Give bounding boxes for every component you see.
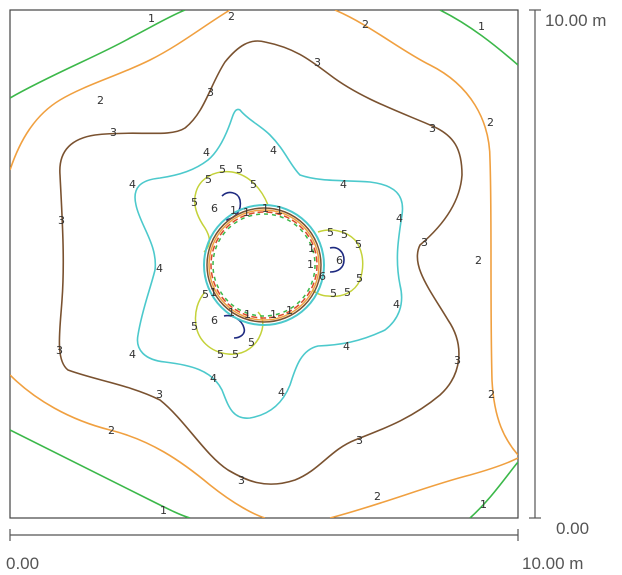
central-ring — [203, 204, 325, 326]
label-1: 1 — [270, 308, 277, 321]
contour-1-top-left — [10, 10, 186, 99]
label-1: 1 — [230, 204, 237, 217]
plot-frame — [9, 9, 519, 519]
label-1: 1 — [160, 504, 167, 517]
label-1: 1 — [262, 202, 269, 215]
label-2: 2 — [488, 388, 495, 401]
contour-1-bottom-right — [469, 461, 518, 518]
label-1: 1 — [286, 304, 293, 317]
ring-green — [212, 213, 316, 317]
label-1: 1 — [276, 204, 283, 217]
label-1: 1 — [478, 20, 485, 33]
label-5: 5 — [191, 196, 198, 209]
label-5: 5 — [327, 226, 334, 239]
label-3: 3 — [110, 126, 117, 139]
label-2: 2 — [228, 10, 235, 23]
label-3: 3 — [314, 56, 321, 69]
ring-red — [210, 211, 318, 319]
label-4: 4 — [270, 144, 277, 157]
contour-2-bottom-right — [329, 457, 518, 518]
label-3: 3 — [207, 86, 214, 99]
label-1: 1 — [307, 258, 314, 271]
label-1: 1 — [210, 286, 217, 299]
label-2: 2 — [362, 18, 369, 31]
label-1: 1 — [244, 308, 251, 321]
label-6: 6 — [319, 270, 326, 283]
label-5: 5 — [330, 287, 337, 300]
label-3: 3 — [56, 344, 63, 357]
ring-cyan — [203, 204, 325, 326]
label-5: 5 — [217, 348, 224, 361]
label-4: 4 — [396, 212, 403, 225]
label-1: 1 — [308, 242, 315, 255]
contour-labels: 1 1 1 1 2 2 2 2 2 2 2 2 3 3 3 3 3 3 3 3 … — [56, 10, 495, 517]
label-2: 2 — [475, 254, 482, 267]
ring-orange — [208, 209, 320, 321]
label-3: 3 — [58, 214, 65, 227]
label-1: 1 — [148, 12, 155, 25]
contour-1-top-right — [439, 10, 518, 66]
label-3: 3 — [454, 354, 461, 367]
label-2: 2 — [487, 116, 494, 129]
label-3: 3 — [156, 388, 163, 401]
label-5: 5 — [250, 178, 257, 191]
y-axis-max-label: 10.00 m — [545, 11, 606, 30]
ring-brown — [206, 207, 322, 323]
label-1: 1 — [243, 206, 250, 219]
contour-level-2 — [10, 10, 518, 518]
contour-2-left — [10, 10, 231, 171]
label-4: 4 — [340, 178, 347, 191]
label-4: 4 — [129, 348, 136, 361]
label-2: 2 — [374, 490, 381, 503]
contour-level-3 — [58, 40, 463, 485]
label-4: 4 — [343, 340, 350, 353]
y-axis-ruler — [529, 9, 541, 519]
label-4: 4 — [210, 372, 217, 385]
contour-level-4 — [134, 108, 404, 419]
label-3: 3 — [421, 236, 428, 249]
label-5: 5 — [341, 228, 348, 241]
contour-2-bottom — [10, 374, 266, 518]
label-5: 5 — [205, 173, 212, 186]
y-axis-min-label: 0.00 — [556, 519, 589, 538]
contour-1-bottom-left — [10, 429, 191, 518]
label-5: 5 — [219, 163, 226, 176]
label-4: 4 — [203, 146, 210, 159]
label-3: 3 — [356, 434, 363, 447]
contour-2-right — [334, 10, 518, 456]
contour-5-lower-lobe — [194, 291, 264, 355]
label-5: 5 — [355, 238, 362, 251]
label-5: 5 — [344, 286, 351, 299]
label-6: 6 — [211, 314, 218, 327]
label-1: 1 — [228, 306, 235, 319]
label-5: 5 — [191, 320, 198, 333]
x-axis-ruler — [9, 529, 519, 541]
label-6: 6 — [336, 254, 343, 267]
label-2: 2 — [108, 424, 115, 437]
label-4: 4 — [393, 298, 400, 311]
contour-6-right — [329, 246, 345, 273]
label-5: 5 — [248, 336, 255, 349]
x-axis-max-label: 10.00 m — [522, 554, 583, 573]
label-1: 1 — [480, 498, 487, 511]
label-2: 2 — [97, 94, 104, 107]
label-3: 3 — [238, 474, 245, 487]
label-5: 5 — [236, 163, 243, 176]
contour-5-upper-lobe — [193, 170, 269, 253]
label-4: 4 — [156, 262, 163, 275]
label-4: 4 — [129, 178, 136, 191]
x-axis-min-label: 0.00 — [6, 554, 39, 573]
label-5: 5 — [356, 272, 363, 285]
contour-level-1 — [10, 10, 518, 518]
label-6: 6 — [211, 202, 218, 215]
label-5: 5 — [232, 348, 239, 361]
contour-5-right-lobe — [311, 229, 364, 298]
label-5: 5 — [202, 288, 209, 301]
label-4: 4 — [278, 386, 285, 399]
label-3: 3 — [429, 122, 436, 135]
contour-level-5 — [193, 170, 364, 355]
